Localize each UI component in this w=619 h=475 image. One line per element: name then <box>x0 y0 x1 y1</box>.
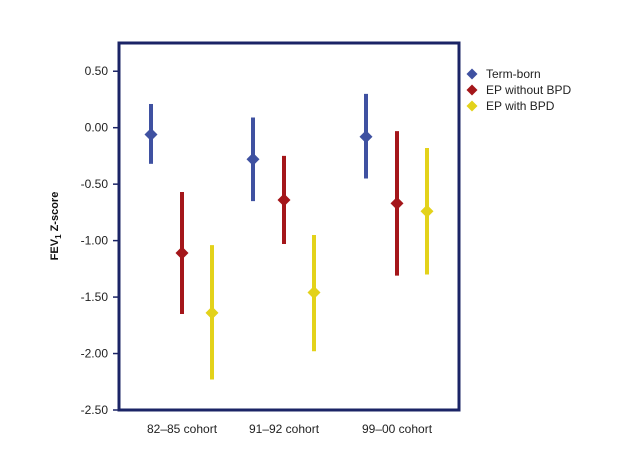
data-point <box>144 127 158 141</box>
y-tick-label: 0.50 <box>85 64 109 78</box>
y-axis-ticks: 0.50 0.00 -0.50 -1.00 -1.50 -2.00 -2.50 <box>81 64 119 417</box>
data-points <box>144 127 434 320</box>
data-point <box>307 286 321 300</box>
legend-marker <box>466 84 478 96</box>
y-tick-label: -1.00 <box>81 234 109 248</box>
x-category-label: 91–92 cohort <box>249 422 320 436</box>
plot-frame <box>117 41 461 412</box>
legend: Term-born EP without BPD EP with BPD <box>466 67 571 113</box>
data-point <box>420 204 434 218</box>
data-point <box>390 196 404 210</box>
data-point <box>277 193 291 207</box>
legend-marker <box>466 68 478 80</box>
y-tick-label: -2.50 <box>81 403 109 417</box>
data-point <box>359 130 373 144</box>
y-tick-label: 0.00 <box>85 121 109 135</box>
data-point <box>246 152 260 166</box>
x-category-label: 82–85 cohort <box>147 422 218 436</box>
y-tick-label: -2.00 <box>81 347 109 361</box>
error-bars <box>149 93 429 380</box>
data-point <box>205 306 219 320</box>
y-tick-label: -1.50 <box>81 290 109 304</box>
data-point <box>175 246 189 260</box>
y-axis-title: FEV1 Z-score <box>49 192 63 261</box>
legend-label: Term-born <box>486 67 541 81</box>
y-tick-label: -0.50 <box>81 177 109 191</box>
legend-label: EP with BPD <box>486 99 555 113</box>
legend-marker <box>466 100 478 112</box>
legend-label: EP without BPD <box>486 83 571 97</box>
x-axis-labels: 82–85 cohort 91–92 cohort 99–00 cohort <box>147 422 433 436</box>
x-category-label: 99–00 cohort <box>362 422 433 436</box>
